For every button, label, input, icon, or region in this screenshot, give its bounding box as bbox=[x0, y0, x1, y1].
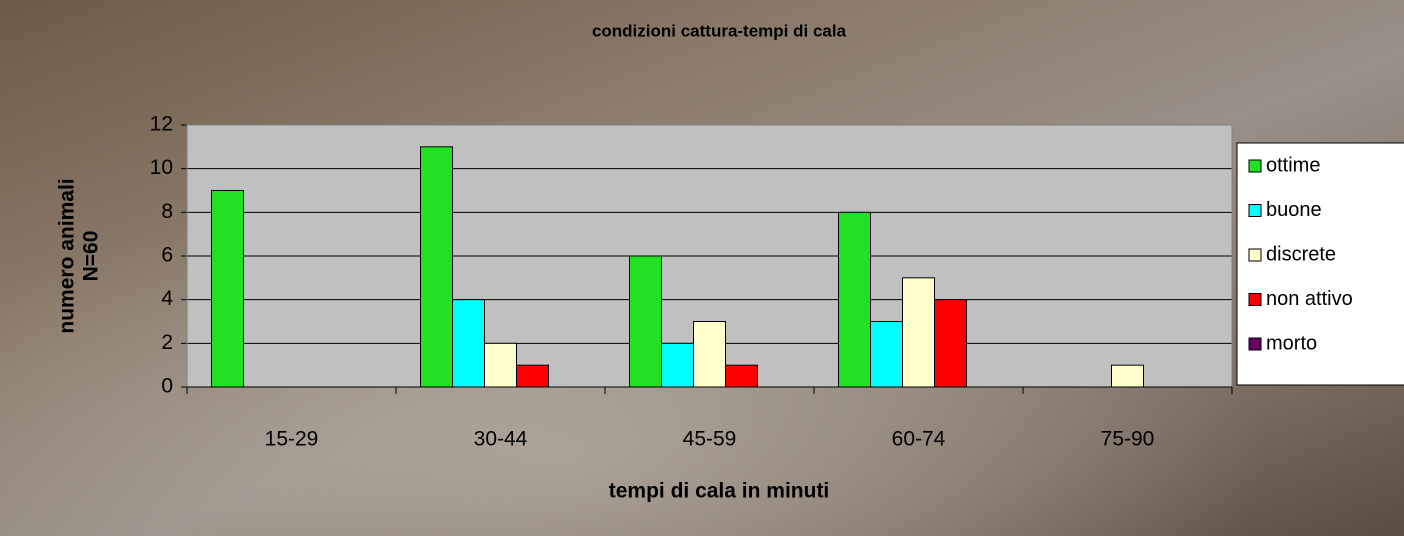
y-tick-label: 6 bbox=[161, 244, 173, 267]
x-axis-label: tempi di cala in minuti bbox=[609, 480, 830, 503]
y-tick-label: 0 bbox=[161, 375, 173, 398]
legend-swatch bbox=[1249, 338, 1261, 350]
legend-label: non attivo bbox=[1266, 288, 1353, 310]
bar bbox=[212, 191, 244, 388]
bar bbox=[871, 322, 903, 388]
bar bbox=[453, 300, 485, 387]
y-tick-label: 8 bbox=[161, 200, 173, 223]
bar bbox=[1112, 365, 1144, 387]
legend-swatch bbox=[1249, 249, 1261, 261]
chart: condizioni cattura-tempi di cala tempi d… bbox=[0, 0, 1404, 536]
legend-swatch bbox=[1249, 205, 1261, 217]
y-tick-label: 4 bbox=[161, 287, 173, 310]
y-axis-label: numero animali bbox=[56, 178, 79, 333]
bar bbox=[935, 300, 967, 387]
x-tick-label: 30-44 bbox=[474, 428, 528, 451]
bar bbox=[662, 343, 694, 387]
y-axis-label: N=60 bbox=[80, 231, 103, 282]
legend-swatch bbox=[1249, 294, 1261, 306]
bar bbox=[517, 365, 549, 387]
legend-swatch bbox=[1249, 160, 1261, 172]
bar bbox=[694, 322, 726, 388]
x-tick-label: 60-74 bbox=[892, 428, 946, 451]
bar bbox=[630, 256, 662, 387]
bar bbox=[485, 343, 517, 387]
legend-label: buone bbox=[1266, 199, 1322, 221]
legend-label: morto bbox=[1266, 332, 1317, 354]
y-tick-label: 12 bbox=[150, 113, 173, 136]
bar bbox=[421, 147, 453, 387]
y-tick-label: 2 bbox=[161, 331, 173, 354]
x-tick-label: 15-29 bbox=[265, 428, 319, 451]
x-tick-label: 45-59 bbox=[683, 428, 737, 451]
bar bbox=[903, 278, 935, 387]
bar bbox=[839, 212, 871, 387]
legend-label: ottime bbox=[1266, 154, 1320, 176]
chart-title: condizioni cattura-tempi di cala bbox=[592, 21, 847, 40]
y-tick-label: 10 bbox=[150, 156, 173, 179]
bar bbox=[726, 365, 758, 387]
legend-label: discrete bbox=[1266, 243, 1336, 265]
x-tick-label: 75-90 bbox=[1101, 428, 1155, 451]
